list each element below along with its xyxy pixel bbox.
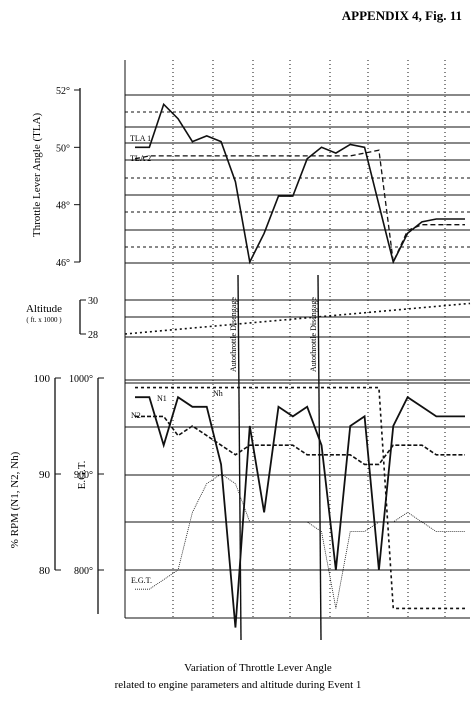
egt-tick-label: 1000° <box>69 374 93 385</box>
eng-series <box>135 386 465 628</box>
alt-ticks: 28 30 <box>80 296 98 341</box>
tla-grid <box>125 94 470 264</box>
tla-ticks: 46° 48° 50° 52° <box>56 86 80 269</box>
n2-line <box>135 415 465 466</box>
altitude-line <box>124 302 471 335</box>
caption-line2: related to engine parameters and altitud… <box>115 679 362 691</box>
rpm-y-label: % RPM (N1, N2, Nh) <box>9 451 21 548</box>
egt-tick-label: 800° <box>74 566 93 577</box>
nh-label: Nh <box>213 389 223 398</box>
tla-tick-label: 46° <box>56 258 70 269</box>
egt-y-label: E.G.T. <box>76 460 88 489</box>
tla-tick-label: 48° <box>56 201 70 212</box>
eng-grid <box>125 379 470 619</box>
nh-line <box>135 386 465 610</box>
alt-tick-label: 30 <box>88 296 98 307</box>
tla2-label: TLA 2 <box>130 154 151 163</box>
n1-line <box>135 395 465 628</box>
rpm-tick-label: 100 <box>34 373 51 385</box>
appendix-label: APPENDIX 4, Fig. 11 <box>342 8 462 23</box>
egt-tick-label: 900° <box>74 470 93 481</box>
caption-line1: Variation of Throttle Lever Angle <box>184 662 332 674</box>
tla2-line <box>134 149 465 265</box>
alt-y-label: Altitude <box>26 303 62 315</box>
n1-label: N1 <box>157 394 167 403</box>
egt-label: E.G.T. <box>131 576 152 585</box>
tla-tick-label: 50° <box>56 143 70 154</box>
tla-tick-label: 52° <box>56 86 70 97</box>
tla1-label: TLA 1 <box>130 134 151 143</box>
rpm-tick-label: 80 <box>39 565 51 577</box>
alt-y-unit: ( ft. x 1000 ) <box>26 316 62 324</box>
event-line <box>237 274 242 641</box>
tla-series <box>134 102 465 265</box>
event-lines: Autothrottle Disengage Autothrottle Disen… <box>229 274 322 641</box>
tla1-line <box>135 102 465 265</box>
alt-series <box>124 302 471 335</box>
time-gridlines <box>124 60 446 618</box>
egt-line <box>135 473 465 609</box>
event-annotation: Autothrottle Disengage <box>309 297 318 372</box>
alt-tick-label: 28 <box>88 330 98 341</box>
eng-ticks: 80 90 100 800° 900° 1000° <box>34 373 104 577</box>
alt-grid <box>125 299 470 338</box>
rpm-tick-label: 90 <box>39 469 51 481</box>
n2-label: N2 <box>131 411 141 420</box>
tla-y-label: Throttle Lever Angle (TLA) <box>31 113 43 238</box>
event-line <box>317 274 322 641</box>
altitude-panel: 28 30 Altitude ( ft. x 1000 ) <box>26 296 471 341</box>
event-annotation: Autothrottle Disengage <box>229 297 238 372</box>
tla-panel: 46°48°50°52° Throttle Lever Angle (TLA) … <box>31 86 470 269</box>
